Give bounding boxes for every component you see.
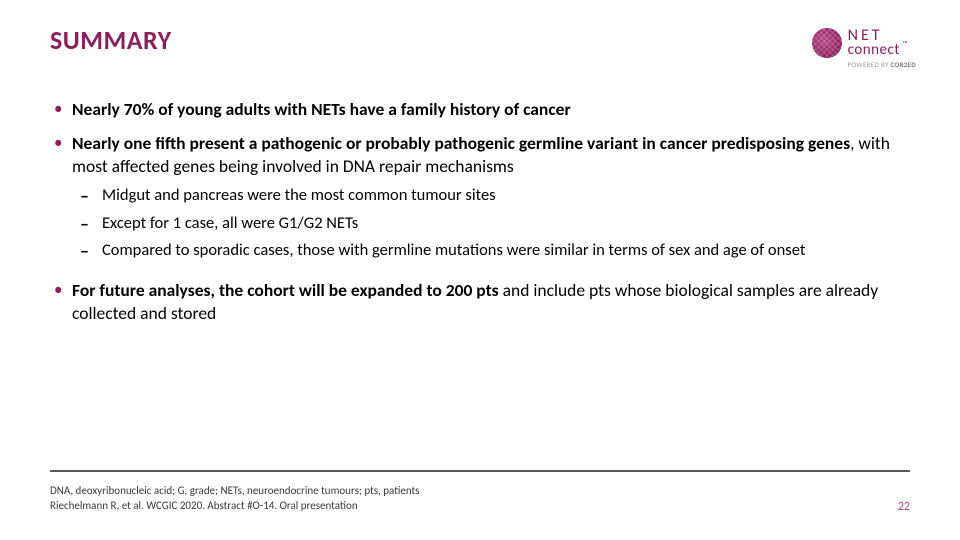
- footer-divider: [50, 470, 910, 472]
- sub-bullet-list: Midgut and pancreas were the most common…: [72, 185, 910, 261]
- footnote-line: DNA, deoxyribonucleic acid; G, grade; NE…: [50, 484, 420, 499]
- logo-connect-text: connect: [848, 41, 900, 59]
- powered-by: POWERED BY COR2ED: [848, 60, 916, 69]
- powered-brand: COR2ED: [890, 60, 916, 69]
- list-item: Midgut and pancreas were the most common…: [72, 185, 910, 206]
- logo-text: NET connect ™: [848, 28, 900, 57]
- list-item: For future analyses, the cohort will be …: [50, 279, 910, 324]
- list-item: Nearly 70% of young adults with NETs hav…: [50, 98, 910, 120]
- list-item: Compared to sporadic cases, those with g…: [72, 240, 910, 261]
- bullet-text-bold: Nearly one fifth present a pathogenic or…: [72, 132, 850, 154]
- footnote-line: Riechelmann R, et al. WCGIC 2020. Abstra…: [50, 499, 420, 514]
- logo-line2: connect ™: [848, 43, 900, 57]
- bullet-text-bold: Nearly 70% of young adults with NETs hav…: [72, 98, 571, 120]
- slide: SUMMARY NET connect ™ POWERED BY COR2ED …: [0, 0, 960, 540]
- logo-row: NET connect ™: [812, 28, 900, 58]
- list-item: Except for 1 case, all were G1/G2 NETs: [72, 213, 910, 234]
- trademark-icon: ™: [902, 41, 907, 48]
- page-number: 22: [898, 500, 910, 514]
- list-item: Nearly one fifth present a pathogenic or…: [50, 132, 910, 261]
- brand-logo: NET connect ™ POWERED BY COR2ED: [812, 28, 916, 69]
- footnotes: DNA, deoxyribonucleic acid; G, grade; NE…: [50, 484, 420, 514]
- bullet-list: Nearly 70% of young adults with NETs hav…: [50, 98, 910, 324]
- slide-title: SUMMARY: [50, 24, 910, 56]
- powered-prefix: POWERED BY: [848, 60, 891, 69]
- logo-globe-icon: [812, 28, 842, 58]
- bullet-text-bold: For future analyses, the cohort will be …: [72, 279, 499, 301]
